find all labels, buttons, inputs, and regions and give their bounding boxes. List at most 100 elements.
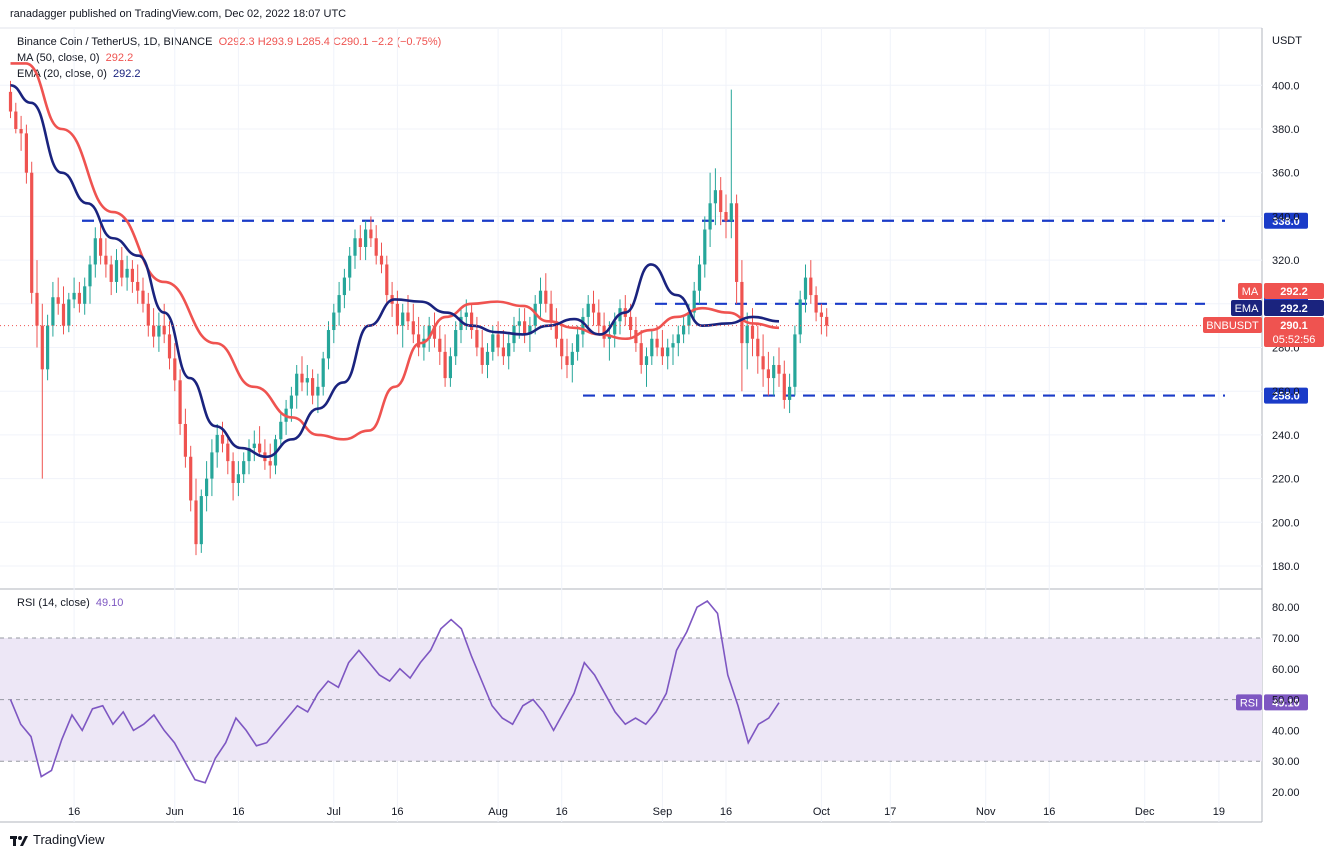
rsi-tick-label: 20.00 (1272, 787, 1300, 799)
candle-body (189, 456, 193, 501)
price-tag-name-bg (1238, 283, 1262, 299)
ma-legend-value: 292.2 (105, 52, 134, 64)
candle-body (215, 434, 219, 453)
candle-body (703, 229, 707, 265)
rsi-tag-value-bg (1264, 694, 1308, 711)
rsi-tag-value: 49.10 (1272, 697, 1300, 709)
ohlc-close: C290.1 (333, 36, 369, 48)
candle-body (24, 133, 28, 173)
candle-body (576, 334, 580, 352)
candle-body (411, 321, 415, 335)
candle-body (713, 190, 717, 204)
candle-body (289, 395, 293, 409)
time-axis[interactable]: 16 Jun 16 Jul 16 Aug 16 Sep 16 Oct 17 Nov 16 Dec 19 (68, 806, 1225, 818)
candle-body (650, 338, 654, 357)
price-tick-label: 400.0 (1272, 80, 1300, 92)
candle-body (242, 461, 246, 475)
candle-body (523, 321, 527, 335)
rsi-legend[interactable]: RSI (14, close) 49.10 (17, 597, 123, 609)
candle-body (719, 190, 723, 213)
candle-body (475, 330, 479, 348)
candle-body (549, 303, 553, 322)
rsi-tick-label: 30.00 (1272, 756, 1300, 768)
candle-body (183, 423, 187, 457)
rsi-tick-label: 70.00 (1272, 633, 1300, 645)
ohlc-change: −2.2 (−0.75%) (371, 36, 442, 48)
level-tag-label: 258.0 (1272, 391, 1300, 403)
price-tag-name-bg (1203, 317, 1262, 333)
candle-body (708, 203, 712, 230)
currency-label: USDT (1272, 35, 1302, 47)
rsi-axis[interactable]: 20.00 30.00 40.00 50.00 60.00 70.00 80.00 (1272, 602, 1300, 799)
candle-body (745, 325, 749, 344)
candle-body (682, 325, 686, 335)
moving-averages (0, 62, 1262, 459)
candle-body (157, 325, 161, 337)
candle-body (252, 443, 256, 449)
candle-body (814, 295, 818, 313)
candle-body (114, 260, 119, 282)
publish-line: ranadagger published on TradingView.com,… (10, 8, 347, 20)
candle-body (501, 347, 505, 357)
candle-body (766, 369, 770, 379)
candle-body (51, 297, 55, 326)
candle-body (697, 264, 702, 291)
candle-body (258, 443, 262, 453)
price-tag-name-bg (1231, 300, 1262, 316)
candle-body (205, 478, 209, 497)
candle-body (485, 351, 490, 365)
candle-body (353, 238, 357, 256)
candle-body (146, 303, 150, 326)
candle-body (279, 421, 283, 440)
candle-body (671, 343, 675, 348)
price-tick-label: 220.0 (1272, 474, 1300, 486)
candle-body (247, 448, 251, 462)
candle-body (517, 321, 521, 326)
candle-body (825, 316, 829, 326)
candle-body (109, 264, 113, 282)
rsi-tick-label: 60.00 (1272, 664, 1300, 676)
price-tick-label: 200.0 (1272, 517, 1300, 529)
candle-body (666, 347, 670, 357)
candle-body (639, 343, 643, 365)
candle-body (93, 238, 97, 265)
candle-body (125, 268, 129, 278)
candle-body (464, 312, 468, 317)
time-tick-label: Aug (488, 806, 508, 818)
candle-body (756, 338, 760, 357)
ohlc-low: L285.4 (296, 36, 330, 48)
time-tick-label: 16 (232, 806, 244, 818)
candle-body (19, 129, 23, 134)
candle-body (374, 238, 378, 256)
tradingview-logo-text: TradingView (33, 832, 105, 847)
candle-body (72, 292, 76, 300)
tradingview-logo[interactable]: TradingView (10, 832, 105, 847)
candle-body (581, 316, 585, 335)
price-tag-name: MA (1242, 286, 1259, 298)
ma-legend[interactable]: MA (50, close, 0) 292.2 (17, 52, 133, 64)
ema-legend[interactable]: EMA (20, close, 0) 292.2 (17, 68, 141, 80)
candle-body (337, 295, 341, 313)
rsi-line: RSI 49.10 (9, 600, 1308, 784)
candle-body (528, 325, 532, 335)
time-tick-label: Sep (653, 806, 673, 818)
candle-body (735, 203, 739, 282)
rsi-line-path (9, 600, 780, 784)
candle-body (597, 312, 601, 326)
price-tag-value-bg (1264, 300, 1324, 316)
candle-body (30, 172, 34, 293)
candle-body (167, 334, 172, 359)
price-tag-value-bg (1264, 283, 1324, 299)
symbol-legend[interactable]: Binance Coin / TetherUS, 1D, BINANCE O29… (17, 36, 441, 48)
candle-body (379, 255, 384, 265)
price-tag-name: EMA (1235, 303, 1260, 315)
candle-body (676, 334, 680, 344)
candle-body (369, 229, 373, 239)
time-tick-label: 16 (556, 806, 568, 818)
candle-body (173, 358, 177, 381)
candle-body (130, 268, 134, 282)
price-tick-label: 240.0 (1272, 430, 1300, 442)
candle-body (56, 297, 60, 304)
candle-body (586, 303, 590, 317)
